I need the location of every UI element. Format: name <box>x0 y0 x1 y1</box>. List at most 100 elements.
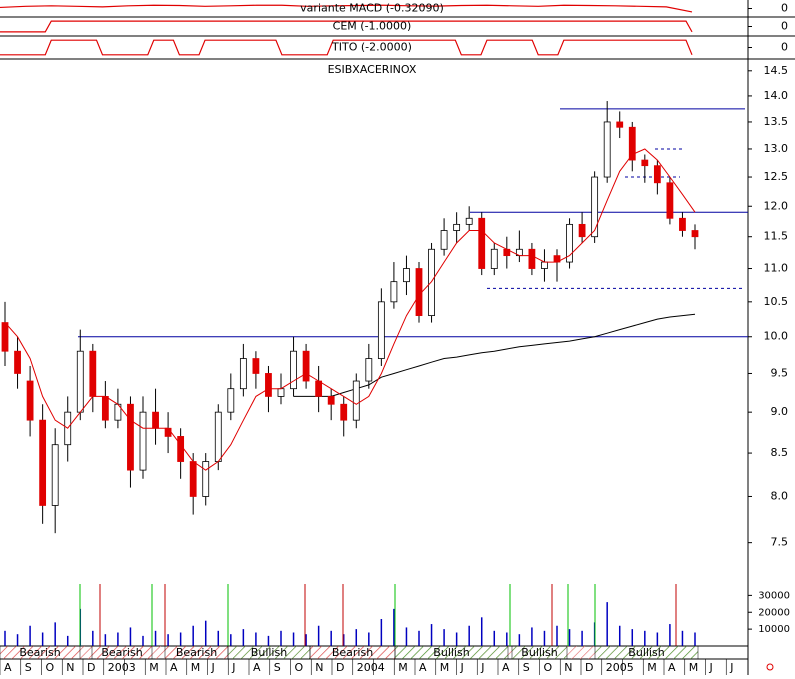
x-tick-label: O <box>295 661 304 674</box>
candle-body <box>377 301 385 359</box>
indicator-title: TITO (-2.0000) <box>331 41 412 54</box>
candle-body <box>428 248 435 316</box>
volume-bar <box>468 625 470 646</box>
sentiment-segment <box>0 645 81 660</box>
x-tick-label: A <box>419 661 427 674</box>
candle-body <box>26 380 34 421</box>
candle-body <box>541 261 548 269</box>
sentiment-segment <box>594 645 699 660</box>
volume-bar <box>154 630 157 646</box>
volume-bar <box>480 617 483 646</box>
candle-body <box>666 182 674 219</box>
candle-body <box>365 358 373 382</box>
candle-body <box>164 427 172 437</box>
volume-bar <box>217 630 220 646</box>
volume-bar <box>142 635 144 646</box>
volume-bar <box>230 634 232 646</box>
candle-body <box>528 248 536 269</box>
moving-average-long <box>293 313 696 397</box>
volume-bar <box>242 629 245 646</box>
volume-bar <box>368 632 370 646</box>
x-tick-label: A <box>253 661 261 674</box>
indicator-tick-label: 0 <box>781 20 788 33</box>
x-tick-label: J <box>729 661 733 674</box>
sentiment-segment <box>394 645 509 660</box>
x-tick-label: O <box>46 661 55 674</box>
sentiment-label: Bearish <box>332 646 373 659</box>
indicator-title: CEM (-1.0000) <box>333 20 412 33</box>
volume-tick-label: 30000 <box>758 590 790 601</box>
volume-bar <box>255 632 257 646</box>
x-tick-label: D <box>585 661 593 674</box>
volume-bar <box>4 630 6 646</box>
x-tick-label: M <box>647 661 657 674</box>
x-tick-label: 2005 <box>606 661 634 674</box>
indicator-title: variante MACD (-0.32090) <box>300 2 444 15</box>
sentiment-label: Bullish <box>628 646 664 659</box>
volume-bar <box>443 629 445 646</box>
candle-body <box>265 373 272 397</box>
volume-bar <box>292 632 295 646</box>
icon <box>766 663 774 671</box>
candle-body <box>465 217 473 225</box>
x-tick-label: M <box>440 661 450 674</box>
candle-body <box>177 436 185 462</box>
y-tick-label: 14.0 <box>764 89 789 102</box>
sentiment-segment <box>91 645 153 660</box>
indicator-line <box>0 4 693 13</box>
candle-body <box>290 350 297 390</box>
candle-body <box>691 230 699 238</box>
indicator-tick-label: 0 <box>781 2 788 15</box>
volume-bar <box>54 622 56 646</box>
candle-body <box>403 268 410 283</box>
volume-bar <box>543 630 546 646</box>
candle-body <box>628 126 636 161</box>
candle-body <box>89 350 97 397</box>
candle-body <box>490 248 498 269</box>
y-tick-label: 10.5 <box>764 295 789 308</box>
candle-body <box>277 388 285 397</box>
candle-body <box>440 230 448 250</box>
volume-bar <box>430 624 433 646</box>
x-tick-label: J <box>211 661 215 674</box>
y-tick-label: 8.5 <box>771 446 789 459</box>
candle-body <box>189 461 197 497</box>
volume-bar <box>204 620 207 646</box>
volume-bar <box>380 619 383 646</box>
candle-body <box>39 419 47 506</box>
x-tick-label: M <box>149 661 159 674</box>
volume-bar <box>581 630 583 646</box>
volume-bar <box>267 635 270 646</box>
volume-bar <box>29 625 31 646</box>
volume-bar <box>418 630 420 646</box>
volume-bar <box>305 634 307 646</box>
x-tick-label: N <box>315 661 323 674</box>
volume-bar <box>518 634 521 646</box>
volume-bar <box>179 632 182 646</box>
volume-bar <box>405 627 408 646</box>
indicator-tick-label: 0 <box>781 41 788 54</box>
x-tick-label: M <box>191 661 201 674</box>
volume-bar <box>455 632 458 646</box>
volume-bar <box>280 630 282 646</box>
y-tick-label: 11.5 <box>764 230 789 243</box>
y-tick-label: 13.0 <box>764 142 789 155</box>
x-tick-label: A <box>502 661 510 674</box>
candle-body <box>653 165 661 184</box>
y-tick-label: 14.5 <box>764 64 789 77</box>
y-tick-label: 9.0 <box>771 405 789 418</box>
candle-body <box>591 176 599 238</box>
volume-bar <box>129 627 132 646</box>
candle-body <box>603 121 611 178</box>
candle-body <box>327 396 335 405</box>
sentiment-label: Bullish <box>521 646 557 659</box>
candle-body <box>202 461 210 497</box>
candle-body <box>239 358 247 390</box>
candle-body <box>641 159 649 167</box>
candle-body <box>152 411 159 429</box>
volume-bar <box>393 608 395 646</box>
x-tick-label: M <box>689 661 699 674</box>
candle-body <box>76 350 84 413</box>
indicator-line <box>0 39 693 56</box>
